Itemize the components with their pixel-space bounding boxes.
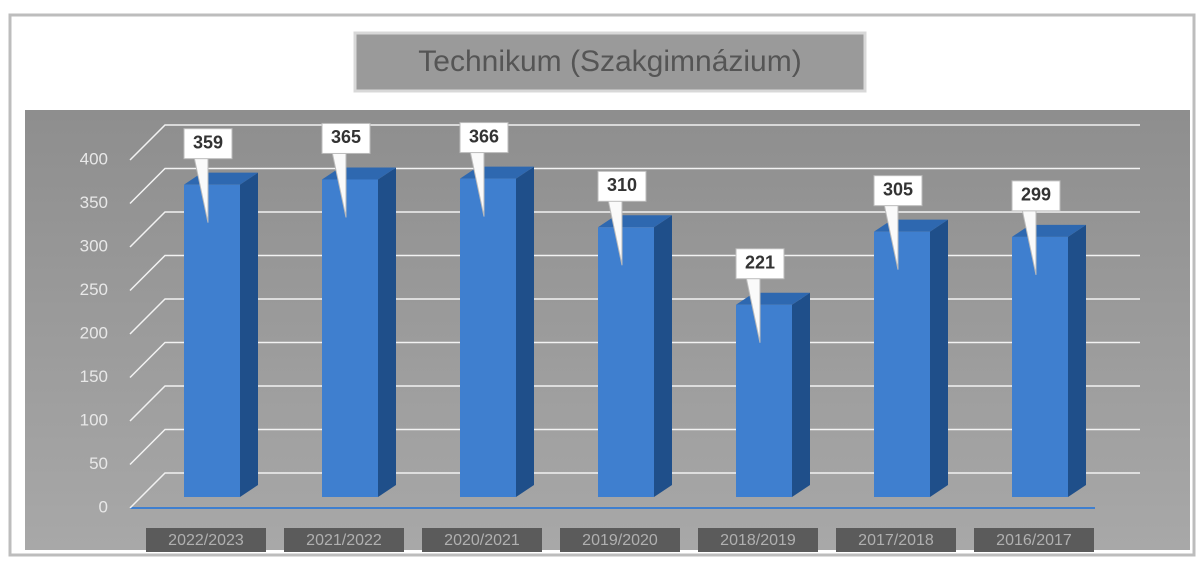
x-tick-label: 2017/2018 (858, 532, 934, 549)
x-tick-label: 2020/2021 (444, 532, 520, 549)
x-label-box (698, 528, 818, 552)
data-label: 359 (193, 132, 223, 152)
x-label-box (836, 528, 956, 552)
grid-line (129, 167, 1140, 205)
bar-side (240, 172, 258, 498)
data-label: 221 (745, 252, 775, 272)
grid-line (129, 385, 1140, 422)
grid-line (129, 211, 1140, 248)
bar (1012, 236, 1068, 497)
grid-line (129, 428, 1140, 466)
bar (736, 304, 792, 497)
data-label: 365 (331, 127, 361, 147)
data-label: 366 (469, 126, 499, 146)
callout-box (597, 170, 647, 202)
x-label-box (146, 528, 266, 552)
x-tick-label: 2022/2023 (168, 532, 244, 549)
bar-side (654, 215, 672, 498)
chart-title: Technikum (Szakgimnázium) (418, 45, 801, 78)
bar (322, 179, 378, 497)
bar-side (930, 219, 948, 497)
x-tick-label: 2018/2019 (720, 532, 796, 549)
x-label-box (422, 528, 542, 552)
x-label-box (974, 528, 1094, 552)
x-label-box (560, 528, 680, 552)
x-tick-label: 2019/2020 (582, 532, 658, 549)
y-tick-label: 350 (80, 193, 108, 212)
callout-box (735, 248, 785, 280)
data-label: 310 (607, 175, 637, 195)
x-tick-label: 2016/2017 (996, 532, 1072, 549)
callout-box (459, 122, 509, 154)
callout-box (1011, 180, 1061, 212)
callout-box (321, 122, 371, 154)
data-label: 299 (1021, 185, 1051, 205)
bar (460, 178, 516, 497)
bar (598, 227, 654, 498)
title-box (353, 31, 867, 93)
x-tick-label: 2021/2022 (306, 532, 382, 549)
x-label-box (284, 528, 404, 552)
y-tick-label: 250 (80, 280, 108, 299)
y-tick-label: 50 (89, 454, 108, 473)
grid-line (129, 341, 1140, 379)
grid-line (129, 472, 1140, 509)
y-tick-label: 300 (80, 236, 108, 255)
bar (184, 184, 240, 498)
grid-line (129, 298, 1140, 335)
y-tick-label: 150 (80, 367, 108, 386)
data-label: 305 (883, 179, 913, 199)
bar-side (516, 166, 534, 497)
bar (874, 231, 930, 497)
bar-side (1068, 224, 1086, 497)
callout-box (873, 175, 923, 207)
y-tick-label: 100 (80, 410, 108, 429)
grid-line (129, 124, 1140, 161)
bar-side (378, 167, 396, 497)
y-tick-label: 200 (80, 323, 108, 342)
callout-box (183, 128, 233, 160)
y-tick-label: 0 (99, 497, 108, 516)
y-tick-label: 400 (80, 149, 108, 168)
bar-side (792, 292, 810, 497)
grid-line (129, 254, 1140, 292)
